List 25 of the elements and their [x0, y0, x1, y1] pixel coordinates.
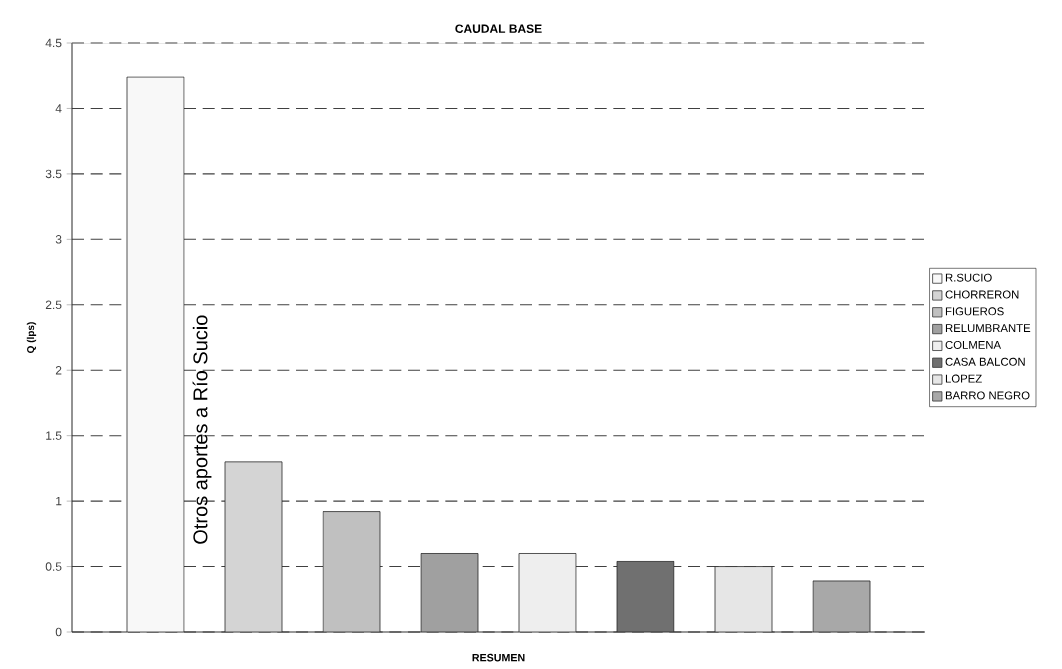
- y-tick-label: 3: [55, 235, 62, 244]
- y-tick-label: 3.5: [45, 169, 62, 179]
- bar: [126, 76, 185, 632]
- legend-label: CASA BALCON: [945, 357, 1025, 366]
- x-axis-title: RESUMEN: [472, 653, 525, 662]
- y-axis-title: Q (lps): [26, 322, 37, 353]
- annotation: Otros aportes a Río Sucio: [192, 315, 212, 544]
- chart-title: CAUDAL BASE: [455, 24, 542, 33]
- legend-label: R.SUCIO: [945, 273, 992, 282]
- legend-label: CHORRERON: [945, 290, 1019, 299]
- legend-label: LOPEZ: [945, 374, 982, 383]
- legend-label: COLMENA: [945, 340, 1002, 349]
- y-tick-label: 2.5: [45, 300, 62, 310]
- y-tick-label: 1.5: [46, 431, 62, 440]
- legend-label: RELUMBRANTE: [945, 324, 1031, 333]
- legend-label: FIGUEROS: [945, 307, 1004, 316]
- y-tick-label: 4: [55, 104, 62, 113]
- y-tick-label: 1: [56, 496, 62, 506]
- bar: [420, 553, 479, 632]
- y-tick-label: 4.5: [45, 38, 62, 48]
- y-tick-label: 2: [55, 366, 62, 375]
- legend-label: BARRO NEGRO: [945, 391, 1030, 400]
- bar: [518, 553, 577, 632]
- y-tick-label: 0: [55, 627, 62, 637]
- y-tick-label: 0.5: [45, 562, 62, 571]
